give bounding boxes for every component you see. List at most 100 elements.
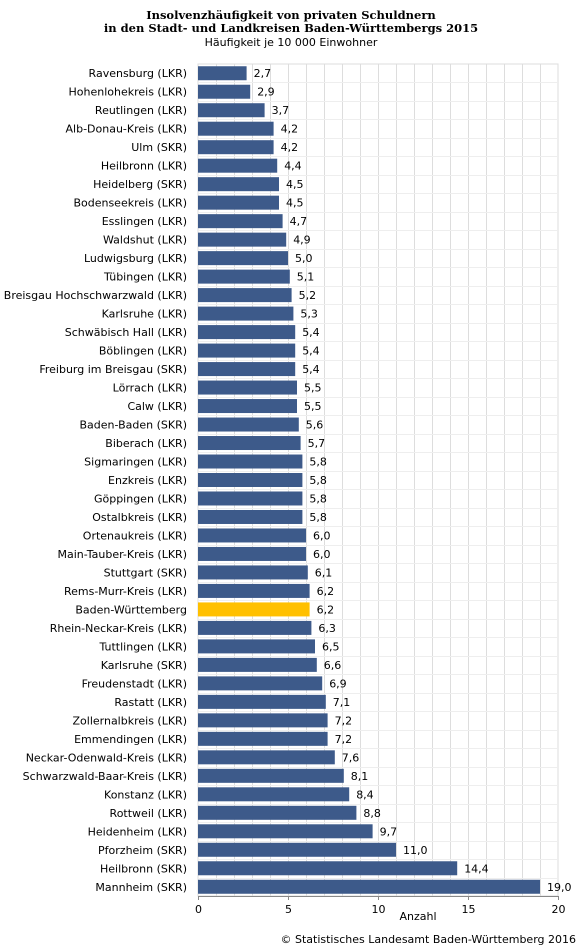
x-tick-label: 10: [372, 903, 386, 916]
bar: [198, 269, 290, 284]
category-label: Heidelberg (SKR): [93, 178, 187, 191]
bar: [198, 66, 247, 81]
value-label: 5,5: [304, 382, 322, 395]
value-label: 4,2: [281, 123, 299, 136]
category-label: Baden-Württemberg: [75, 603, 187, 616]
value-label: 7,2: [335, 733, 353, 746]
x-tick-label: 15: [462, 903, 476, 916]
value-label: 6,5: [322, 640, 340, 653]
value-label: 5,7: [308, 437, 326, 450]
value-label: 4,4: [284, 160, 302, 173]
category-label: Stuttgart (SKR): [104, 566, 187, 579]
category-label: Ortenaukreis (LKR): [83, 529, 187, 542]
category-label: Bodenseekreis (LKR): [73, 197, 187, 210]
category-label: Schwarzwald-Baar-Kreis (LKR): [23, 770, 187, 783]
category-label: Rastatt (LKR): [114, 696, 187, 709]
value-label: 8,1: [351, 770, 369, 783]
bar: [198, 713, 328, 728]
value-label: 5,1: [297, 271, 315, 284]
value-label: 5,5: [304, 400, 322, 413]
value-label: 6,0: [313, 548, 331, 561]
value-label: 5,6: [306, 419, 324, 432]
bar: [198, 343, 296, 358]
category-label: Schwäbisch Hall (LKR): [65, 326, 187, 339]
category-label: Esslingen (LKR): [102, 215, 187, 228]
value-label: 7,2: [335, 714, 353, 727]
value-label: 5,3: [300, 308, 318, 321]
source-credit: © Statistisches Landesamt Baden-Württemb…: [280, 933, 576, 946]
category-label: Neckar-Odenwald-Kreis (LKR): [26, 751, 187, 764]
category-label: Baden-Baden (SKR): [79, 419, 187, 432]
value-label: 9,7: [380, 825, 398, 838]
bar: [198, 380, 297, 395]
bar: [198, 491, 303, 506]
bar: [198, 657, 317, 672]
bar: [198, 325, 296, 340]
category-label: Biberach (LKR): [105, 437, 187, 450]
value-label: 5,8: [309, 511, 327, 524]
category-label: Konstanz (LKR): [104, 788, 187, 801]
value-label: 5,4: [302, 363, 320, 376]
category-label: Ludwigsburg (LKR): [84, 252, 187, 265]
chart-title-block: Insolvenzhäufigkeit von privaten Schuldn…: [0, 9, 582, 50]
bar: [198, 750, 335, 765]
category-label: Ulm (SKR): [131, 141, 187, 154]
value-label: 6,9: [329, 677, 347, 690]
value-label: 6,3: [318, 622, 336, 635]
bar: [198, 583, 310, 598]
chart-subtitle: Häufigkeit je 10 000 Einwohner: [204, 36, 378, 49]
value-label: 2,7: [254, 67, 272, 80]
bar: [198, 362, 296, 377]
category-label: Heidenheim (LKR): [88, 825, 187, 838]
value-label: 14,4: [464, 862, 489, 875]
category-label: Tuttlingen (LKR): [98, 640, 187, 653]
value-label: 5,2: [299, 289, 317, 302]
bar: [198, 417, 299, 432]
bar: [198, 879, 540, 894]
bar: [198, 158, 278, 173]
category-label: Mannheim (SKR): [95, 881, 187, 894]
bar: [198, 861, 458, 876]
category-label: Calw (LKR): [127, 400, 187, 413]
value-label: 4,9: [293, 234, 311, 247]
category-label: Böblingen (LKR): [99, 345, 187, 358]
bar: [198, 121, 274, 136]
bar: [198, 805, 357, 820]
bar: [198, 694, 326, 709]
bar: [198, 565, 308, 580]
bar: [198, 436, 301, 451]
bar: [198, 546, 306, 561]
value-label: 6,0: [313, 529, 331, 542]
category-label: Breisgau Hochschwarzwald (LKR): [4, 289, 187, 302]
x-tick-label: 0: [195, 903, 202, 916]
bar: [198, 842, 396, 857]
x-tick-label: 5: [285, 903, 292, 916]
category-label: Zollernalbkreis (LKR): [73, 714, 188, 727]
category-label: Rems-Murr-Kreis (LKR): [64, 585, 187, 598]
bar: [198, 103, 265, 118]
category-label: Karlsruhe (LKR): [102, 308, 187, 321]
value-label: 6,1: [315, 566, 333, 579]
category-label: Freudenstadt (LKR): [82, 677, 187, 690]
bar: [198, 639, 315, 654]
value-label: 5,4: [302, 345, 320, 358]
category-label: Hohenlohekreis (LKR): [68, 86, 187, 99]
value-label: 7,6: [342, 751, 360, 764]
chart-title-line-2: in den Stadt- und Landkreisen Baden-Würt…: [103, 21, 479, 35]
category-label: Tübingen (LKR): [103, 271, 187, 284]
category-label: Heilbronn (SKR): [100, 862, 187, 875]
x-axis-label: Anzahl: [399, 910, 436, 923]
category-label: Göppingen (LKR): [94, 492, 187, 505]
category-label: Waldshut (LKR): [103, 234, 187, 247]
bar: [198, 399, 297, 414]
category-label: Rottweil (LKR): [110, 807, 187, 820]
bar: [198, 177, 279, 192]
bar: [198, 509, 303, 524]
category-label: Reutlingen (LKR): [95, 104, 187, 117]
bar: [198, 602, 310, 617]
bar: [198, 306, 294, 321]
bar: [198, 288, 292, 303]
bar: [198, 768, 344, 783]
bar: [198, 454, 303, 469]
